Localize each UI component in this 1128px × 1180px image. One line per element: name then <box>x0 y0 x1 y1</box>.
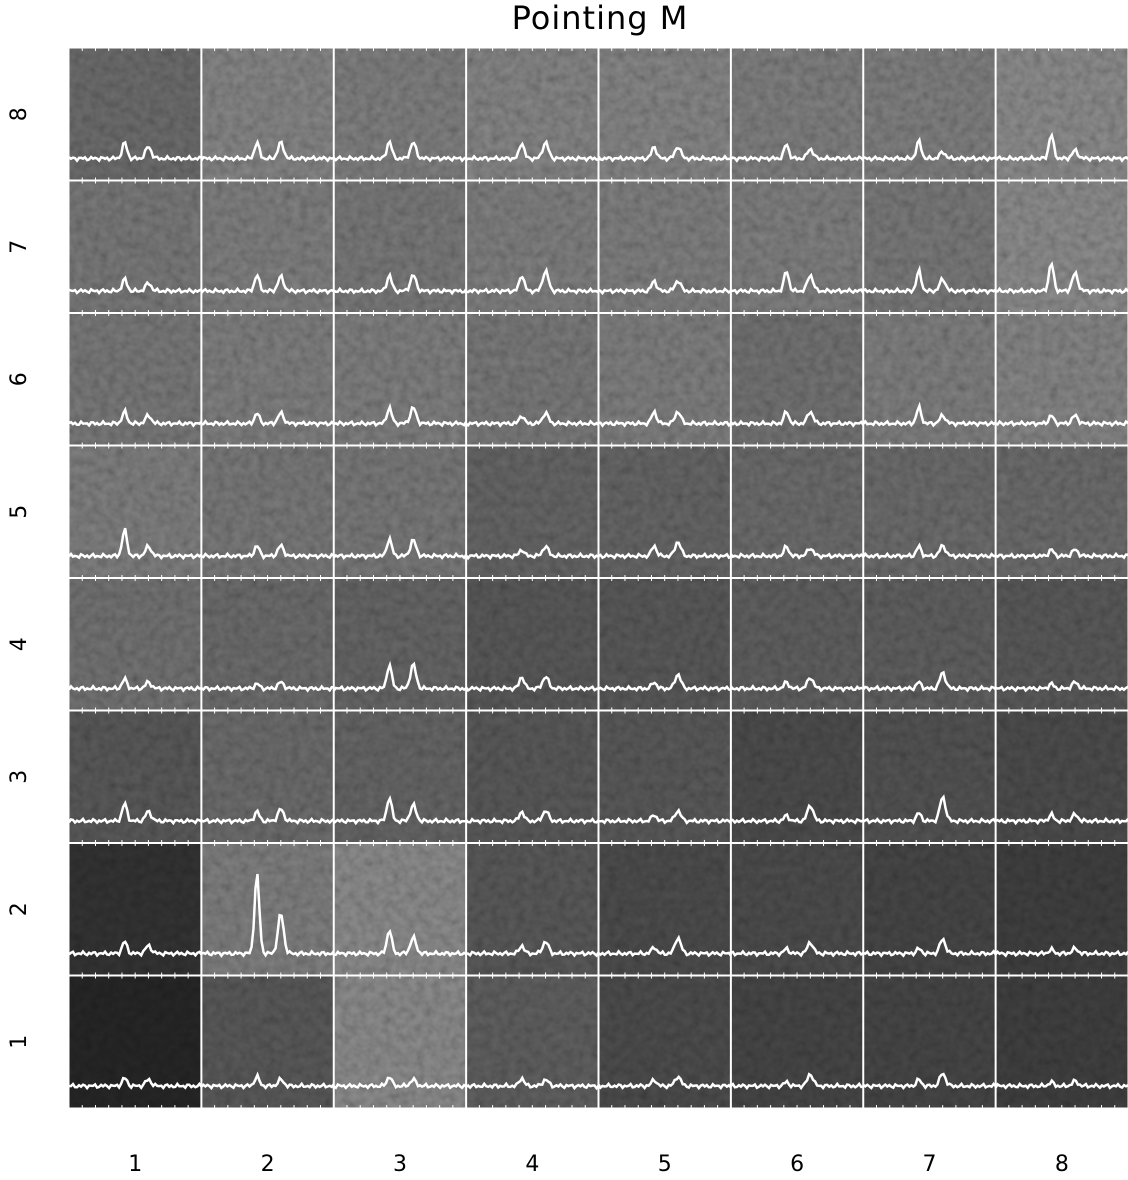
column-label: 2 <box>261 1152 275 1177</box>
spectrum <box>200 138 335 163</box>
row-label: 1 <box>7 1035 32 1049</box>
spectrum <box>67 674 202 693</box>
spectrum <box>200 272 335 296</box>
spectrum <box>862 936 997 958</box>
spectrum <box>995 679 1128 693</box>
spectrum <box>597 278 732 296</box>
spectrum <box>598 807 732 826</box>
column-label: 1 <box>128 1152 142 1177</box>
spectrum <box>994 1078 1128 1090</box>
spectrum <box>332 794 467 826</box>
spectrum <box>466 266 600 296</box>
spectrum <box>67 799 203 826</box>
spectrum <box>597 1074 732 1091</box>
spectrum <box>333 928 467 958</box>
spectrum <box>862 1072 997 1090</box>
spectrum <box>729 677 864 693</box>
spectrum <box>862 542 996 561</box>
spectrum <box>200 680 334 693</box>
spectrum <box>598 408 732 428</box>
spectrum <box>68 527 203 561</box>
spectrum <box>862 136 997 163</box>
spectrum <box>201 873 335 958</box>
spectrum <box>465 544 600 561</box>
spectrum <box>68 940 203 958</box>
column-label: 8 <box>1055 1152 1069 1177</box>
row-label: 2 <box>7 902 32 916</box>
row-label: 6 <box>7 372 32 386</box>
chart-title: Pointing M <box>512 0 689 37</box>
spectrum <box>730 142 865 163</box>
spectrum <box>200 807 335 825</box>
spectrum <box>68 140 202 163</box>
spectrum <box>465 1075 600 1091</box>
spectrum <box>995 413 1128 428</box>
spectrum <box>730 409 865 428</box>
spectrum <box>465 139 599 163</box>
spectrum <box>730 939 864 958</box>
spectrum <box>333 402 468 428</box>
column-label: 6 <box>790 1152 804 1177</box>
row-label: 5 <box>7 505 32 519</box>
spectrum <box>862 670 997 693</box>
spectrum <box>994 944 1128 958</box>
spectrum <box>333 271 468 296</box>
spectrum <box>332 660 467 693</box>
spectrum <box>201 409 335 428</box>
spectrum <box>333 1075 467 1090</box>
row-label: 8 <box>7 107 32 121</box>
spectrum <box>68 1076 203 1091</box>
spectrum <box>730 1072 864 1091</box>
spectrum <box>332 533 468 561</box>
spectrum <box>465 940 600 958</box>
spectrum <box>68 406 203 428</box>
column-label: 3 <box>393 1152 407 1177</box>
spectrum <box>995 809 1128 826</box>
spectrum <box>332 139 467 163</box>
spectrum <box>995 261 1128 296</box>
spectrum <box>465 809 600 826</box>
spectrum <box>730 271 865 295</box>
spectrum <box>68 275 202 295</box>
spectrum <box>597 672 732 693</box>
spectrum <box>200 1071 335 1091</box>
spectrum <box>729 543 865 561</box>
spectrum <box>200 542 335 561</box>
spectrum <box>862 265 997 296</box>
row-label: 3 <box>7 770 32 784</box>
spectrum <box>862 794 997 826</box>
overlay: 1 2 3 4 5 6 7 8 1 2 3 4 5 6 7 8 <box>7 45 1128 1177</box>
row-label: 7 <box>7 240 32 254</box>
spectrum <box>862 401 997 428</box>
column-label: 7 <box>922 1152 936 1177</box>
spectrum <box>994 548 1128 561</box>
spectrum <box>597 934 732 958</box>
spectrum <box>994 131 1128 163</box>
spectrum <box>730 803 864 826</box>
spectrum <box>465 409 600 428</box>
spectrum <box>465 675 599 693</box>
row-label: 4 <box>7 637 32 651</box>
frame <box>68 47 1128 1109</box>
column-label: 5 <box>658 1152 672 1177</box>
spectrum <box>597 541 732 560</box>
spectrum <box>597 145 732 163</box>
column-label: 4 <box>525 1152 539 1177</box>
